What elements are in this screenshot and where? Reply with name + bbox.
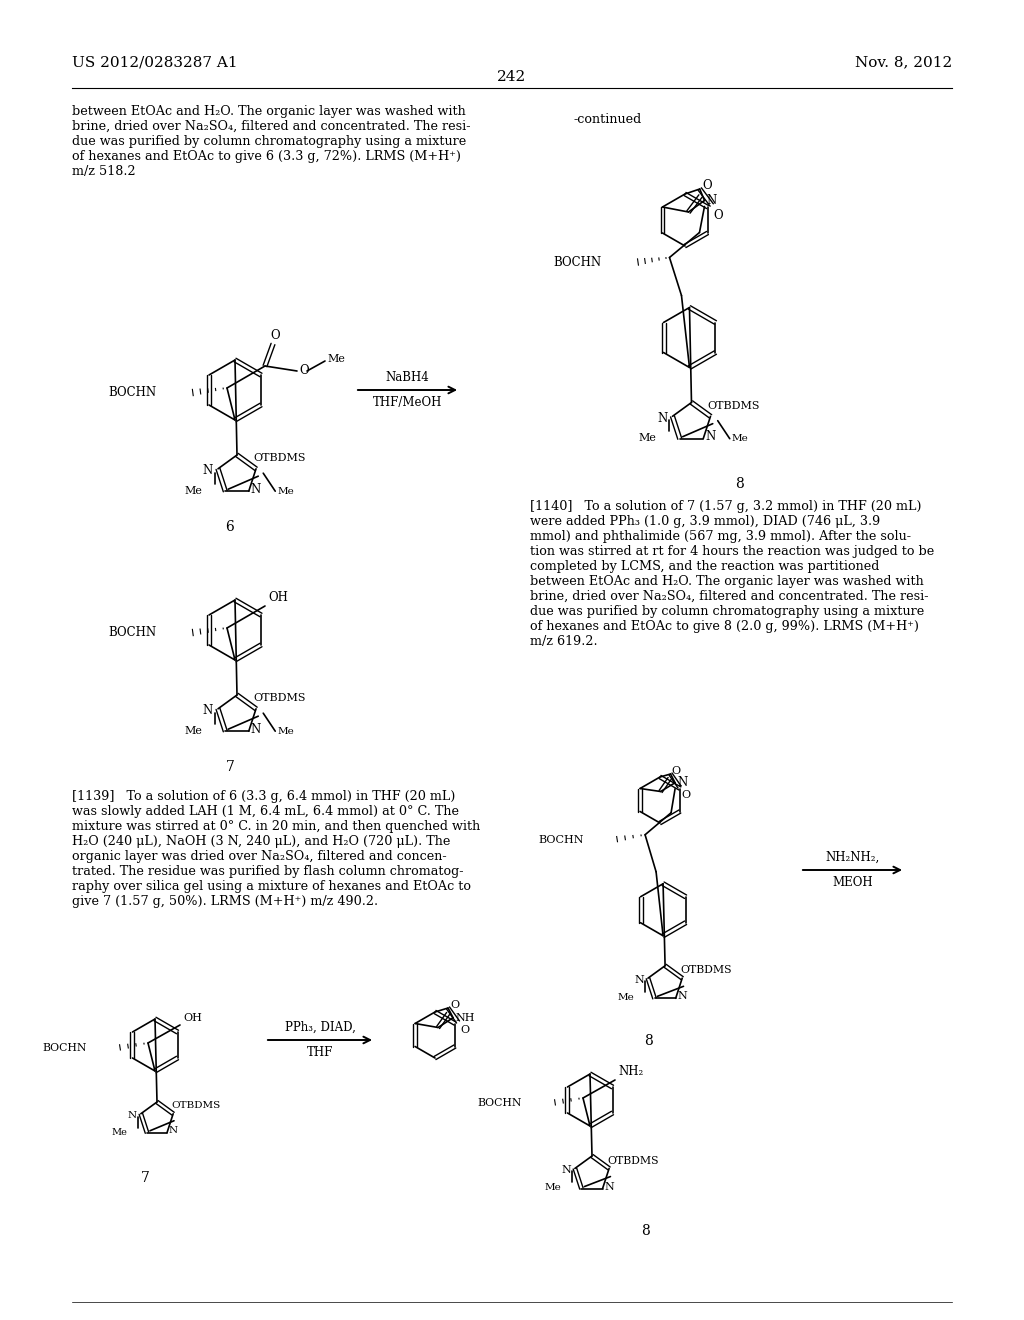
- Text: 7: 7: [140, 1171, 150, 1185]
- Text: N: N: [561, 1166, 571, 1175]
- Text: O: O: [714, 209, 723, 222]
- Text: Me: Me: [544, 1183, 561, 1192]
- Text: N: N: [128, 1111, 137, 1121]
- Text: OTBDMS: OTBDMS: [681, 965, 732, 975]
- Text: NaBH4: NaBH4: [386, 371, 429, 384]
- Text: O: O: [299, 364, 308, 378]
- Text: 8: 8: [735, 478, 743, 491]
- Text: between EtOAc and H₂O. The organic layer was washed with
brine, dried over Na₂SO: between EtOAc and H₂O. The organic layer…: [72, 106, 470, 178]
- Text: N: N: [706, 430, 716, 444]
- Text: Me: Me: [278, 727, 294, 735]
- Text: [1140]   To a solution of 7 (1.57 g, 3.2 mmol) in THF (20 mL)
were added PPh₃ (1: [1140] To a solution of 7 (1.57 g, 3.2 m…: [530, 500, 934, 648]
- Text: N: N: [657, 412, 668, 425]
- Text: O: O: [460, 1026, 469, 1035]
- Text: Me: Me: [639, 433, 656, 444]
- Text: Nov. 8, 2012: Nov. 8, 2012: [855, 55, 952, 69]
- Text: -continued: -continued: [573, 114, 641, 125]
- Text: OTBDMS: OTBDMS: [607, 1155, 658, 1166]
- Text: Me: Me: [184, 726, 202, 735]
- Text: PPh₃, DIAD,: PPh₃, DIAD,: [285, 1020, 355, 1034]
- Text: N: N: [203, 705, 213, 717]
- Text: US 2012/0283287 A1: US 2012/0283287 A1: [72, 55, 238, 69]
- Text: N: N: [678, 991, 687, 1002]
- Text: OTBDMS: OTBDMS: [708, 401, 760, 411]
- Text: N: N: [251, 483, 261, 496]
- Text: NH₂: NH₂: [618, 1065, 643, 1078]
- Text: N: N: [169, 1126, 178, 1135]
- Text: N: N: [604, 1181, 614, 1192]
- Text: Me: Me: [278, 487, 294, 496]
- Text: BOCHN: BOCHN: [539, 834, 584, 845]
- Text: N: N: [677, 776, 687, 789]
- Text: [1139]   To a solution of 6 (3.3 g, 6.4 mmol) in THF (20 mL)
was slowly added LA: [1139] To a solution of 6 (3.3 g, 6.4 mm…: [72, 789, 480, 908]
- Text: N: N: [251, 722, 261, 735]
- Text: BOCHN: BOCHN: [108, 387, 156, 400]
- Text: BOCHN: BOCHN: [553, 256, 601, 269]
- Text: O: O: [682, 789, 690, 800]
- Text: BOCHN: BOCHN: [43, 1043, 87, 1053]
- Text: MEOH: MEOH: [833, 876, 872, 888]
- Text: Me: Me: [732, 434, 749, 444]
- Text: NH₂NH₂,: NH₂NH₂,: [825, 851, 880, 865]
- Text: NH: NH: [455, 1012, 474, 1023]
- Text: O: O: [702, 180, 712, 191]
- Text: N: N: [634, 975, 644, 985]
- Text: Me: Me: [111, 1129, 127, 1138]
- Text: BOCHN: BOCHN: [108, 627, 156, 639]
- Text: THF: THF: [307, 1045, 333, 1059]
- Text: 7: 7: [225, 760, 234, 774]
- Text: OH: OH: [268, 591, 288, 605]
- Text: 6: 6: [225, 520, 234, 535]
- Text: O: O: [451, 1001, 459, 1011]
- Text: OH: OH: [183, 1012, 202, 1023]
- Text: O: O: [270, 329, 280, 342]
- Text: OTBDMS: OTBDMS: [171, 1101, 220, 1110]
- Text: 242: 242: [498, 70, 526, 84]
- Text: Me: Me: [184, 486, 202, 496]
- Text: Me: Me: [617, 993, 634, 1002]
- Text: 8: 8: [641, 1224, 649, 1238]
- Text: OTBDMS: OTBDMS: [253, 453, 306, 463]
- Text: OTBDMS: OTBDMS: [253, 693, 306, 704]
- Text: Me: Me: [327, 354, 345, 364]
- Text: THF/MeOH: THF/MeOH: [373, 396, 442, 409]
- Text: BOCHN: BOCHN: [477, 1098, 522, 1107]
- Text: N: N: [707, 194, 717, 207]
- Text: N: N: [203, 465, 213, 478]
- Text: 8: 8: [644, 1034, 652, 1048]
- Text: O: O: [672, 766, 681, 776]
